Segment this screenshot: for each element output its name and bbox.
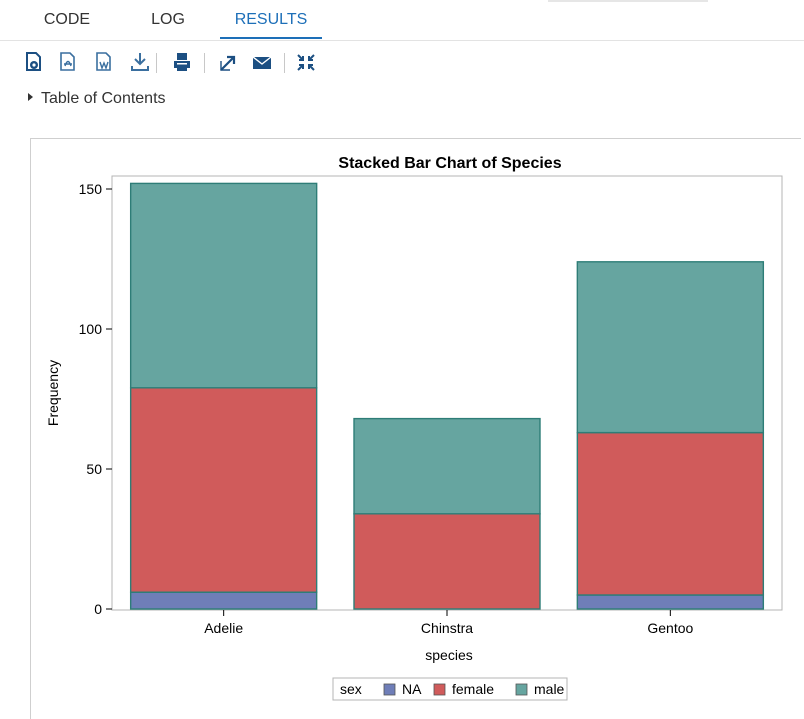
download-pdf-icon[interactable]: [58, 51, 78, 73]
legend-label-female: female: [452, 681, 494, 697]
open-html-icon[interactable]: [24, 51, 44, 73]
email-icon[interactable]: [252, 51, 272, 73]
bar-segment-female: [576, 431, 765, 596]
bar-segment-male: [576, 261, 765, 434]
download-word-icon[interactable]: [94, 51, 114, 73]
tab-bar-top-line: [548, 0, 708, 2]
tab-log[interactable]: LOG: [151, 11, 185, 28]
x-tick-label: Adelie: [204, 620, 243, 636]
y-tick-label: 150: [79, 181, 103, 197]
chart-title: Stacked Bar Chart of Species: [338, 155, 561, 172]
print-icon[interactable]: [172, 51, 192, 73]
x-tick-label: Chinstra: [421, 620, 473, 636]
tab-results[interactable]: RESULTS: [234, 11, 308, 28]
bar-segment-na: [576, 594, 765, 610]
open-new-window-icon[interactable]: [218, 51, 238, 73]
legend-swatch-male: [515, 683, 528, 696]
y-tick-label: 0: [94, 601, 102, 617]
toolbar-separator: [204, 53, 205, 73]
bar-segment-female: [353, 513, 541, 610]
legend-label-male: male: [534, 681, 565, 697]
chart-output-frame: [30, 138, 801, 719]
toolbar-separator: [156, 53, 157, 73]
tab-code[interactable]: CODE: [43, 11, 91, 28]
y-axis-label: Frequency: [45, 360, 61, 426]
bar-segment-male: [129, 182, 318, 389]
legend-swatch-na: [383, 683, 396, 696]
active-tab-indicator: [220, 37, 322, 39]
legend-box: [332, 677, 568, 701]
bar-segment-male: [353, 417, 541, 515]
bar-segment-na: [129, 591, 318, 610]
y-tick-label: 50: [86, 461, 102, 477]
bar-segment-female: [129, 387, 318, 593]
x-axis-label: species: [425, 647, 472, 663]
y-tick-label: 100: [79, 321, 103, 337]
collapse-icon[interactable]: [296, 51, 316, 73]
legend-label-na: NA: [402, 681, 422, 697]
table-of-contents-label: Table of Contents: [41, 90, 166, 107]
download-icon[interactable]: [130, 51, 150, 73]
x-tick-label: Gentoo: [647, 620, 693, 636]
toolbar-separator: [284, 53, 285, 73]
caret-right-icon: [28, 93, 33, 101]
legend-swatch-female: [433, 683, 446, 696]
legend-title: sex: [340, 681, 362, 697]
table-of-contents-toggle[interactable]: Table of Contents: [28, 90, 166, 108]
results-toolbar: [24, 51, 344, 75]
results-tab-bar: CODE LOG RESULTS: [0, 0, 804, 41]
